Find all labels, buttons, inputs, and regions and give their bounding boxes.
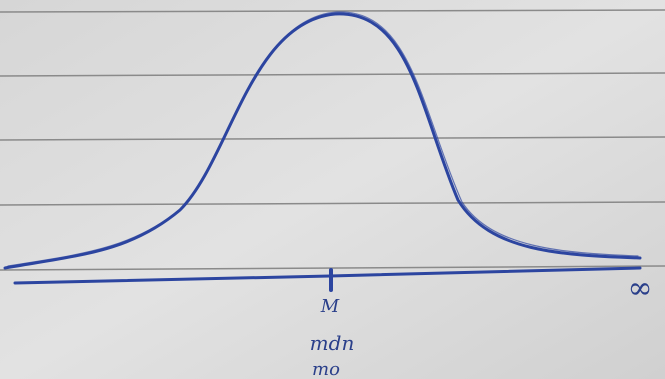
infinity-label: ∞: [628, 271, 653, 306]
median-label: mdn: [310, 331, 355, 355]
sketch: M mdn mo ∞: [0, 0, 665, 379]
mean-label: M: [320, 296, 340, 317]
mode-label: mo: [312, 359, 340, 379]
paper: [0, 0, 665, 379]
page: {"labels": {"mean": "M", "median": "mdn"…: [0, 0, 665, 379]
